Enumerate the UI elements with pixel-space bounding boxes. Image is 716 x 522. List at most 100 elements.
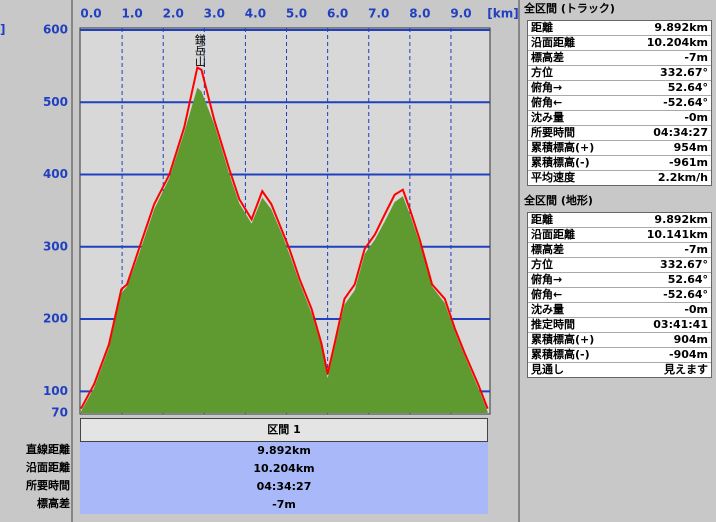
row-label: 距離 xyxy=(531,21,553,34)
table-row: 推定時間 03:41:41 xyxy=(528,318,711,333)
section-labels: 直線距離沿面距離所要時間標高差 xyxy=(0,441,70,513)
table-row: 累積標高(+) 954m xyxy=(528,141,711,156)
row-label: 俯角→ xyxy=(531,273,563,286)
table-row: 距離 9.892km xyxy=(528,213,711,228)
row-label: 推定時間 xyxy=(531,318,575,331)
y-tick-label: 500 xyxy=(43,95,68,109)
row-label: 所要時間 xyxy=(531,126,575,139)
terrain-area xyxy=(81,87,488,414)
table-row: 見通し 見えます xyxy=(528,363,711,377)
terrain-table: 距離 9.892km 沿面距離 10.141km 標高差 -7m 方位 332.67° 俯角→ 5… xyxy=(527,212,712,378)
row-label: 累積標高(+) xyxy=(531,141,595,154)
row-label: 沿面距離 xyxy=(531,228,575,241)
section-label: 直線距離 xyxy=(26,443,70,456)
track-title: 全区間 (トラック) xyxy=(524,2,615,15)
row-value: 332.67° xyxy=(660,66,708,79)
row-label: 累積標高(-) xyxy=(531,348,590,361)
x-tick-label: 5.0 xyxy=(286,7,307,21)
table-row: 沿面距離 10.204km xyxy=(528,36,711,51)
row-label: 平均速度 xyxy=(531,171,575,184)
row-label: 俯角← xyxy=(531,96,563,109)
y-tick-label: 200 xyxy=(43,312,68,326)
row-value: 52.64° xyxy=(667,81,708,94)
row-value: 04:34:27 xyxy=(653,126,708,139)
row-label: 見通し xyxy=(531,363,564,376)
row-value: -7m xyxy=(684,243,708,256)
row-value: 9.892km xyxy=(654,21,708,34)
table-row: 俯角→ 52.64° xyxy=(528,273,711,288)
table-row: 所要時間 04:34:27 xyxy=(528,126,711,141)
section-label: 所要時間 xyxy=(26,479,70,492)
row-value: 10.141km xyxy=(646,228,708,241)
section-panel: 区間 1 9.892km 10.204km 04:34:27 -7m xyxy=(80,418,488,514)
section-title: 区間 1 xyxy=(80,418,488,442)
x-tick-label: 6.0 xyxy=(327,7,348,21)
table-row: 沈み量 -0m xyxy=(528,111,711,126)
x-tick-label: 8.0 xyxy=(409,7,430,21)
row-label: 沿面距離 xyxy=(531,36,575,49)
peak-label: 鎌岳山 xyxy=(193,33,206,67)
table-row: 距離 9.892km xyxy=(528,21,711,36)
row-label: 沈み量 xyxy=(531,111,564,124)
row-label: 累積標高(-) xyxy=(531,156,590,169)
section-label: 沿面距離 xyxy=(26,461,70,474)
row-value: -0m xyxy=(684,111,708,124)
x-tick-label: 7.0 xyxy=(368,7,389,21)
track-table: 距離 9.892km 沿面距離 10.204km 標高差 -7m 方位 332.67° 俯角→ 5… xyxy=(527,20,712,186)
row-value: -961m xyxy=(669,156,708,169)
table-row: 沿面距離 10.141km xyxy=(528,228,711,243)
row-value: -52.64° xyxy=(663,96,708,109)
table-row: 平均速度 2.2km/h xyxy=(528,171,711,185)
row-value: 904m xyxy=(673,333,708,346)
row-value: 2.2km/h xyxy=(657,171,708,184)
row-value: 954m xyxy=(673,141,708,154)
row-value: 52.64° xyxy=(667,273,708,286)
y-tick-label: 400 xyxy=(43,167,68,181)
table-row: 累積標高(-) -961m xyxy=(528,156,711,171)
section-label: 標高差 xyxy=(37,497,70,510)
row-label: 沈み量 xyxy=(531,303,564,316)
y-unit: ] xyxy=(0,23,5,37)
row-value: -52.64° xyxy=(663,288,708,301)
table-row: 俯角→ 52.64° xyxy=(528,81,711,96)
table-row: 標高差 -7m xyxy=(528,51,711,66)
section-value: -7m xyxy=(272,498,296,511)
row-value: 9.892km xyxy=(654,213,708,226)
track-line xyxy=(80,66,489,410)
row-label: 距離 xyxy=(531,213,553,226)
row-label: 標高差 xyxy=(531,51,564,64)
row-value: -904m xyxy=(669,348,708,361)
row-value: -0m xyxy=(684,303,708,316)
y-tick-label: 600 xyxy=(43,23,68,37)
row-value: 10.204km xyxy=(646,36,708,49)
row-label: 俯角→ xyxy=(531,81,563,94)
x-tick-label: 4.0 xyxy=(245,7,266,21)
section-value: 10.204km xyxy=(253,462,315,475)
x-tick-label: 0.0 xyxy=(80,7,101,21)
y-tick-label: 100 xyxy=(43,384,68,398)
row-label: 方位 xyxy=(531,258,553,271)
row-value: 332.67° xyxy=(660,258,708,271)
table-row: 累積標高(+) 904m xyxy=(528,333,711,348)
table-row: 累積標高(-) -904m xyxy=(528,348,711,363)
x-tick-label: 1.0 xyxy=(121,7,142,21)
x-axis-label: [km] xyxy=(487,7,518,21)
row-label: 累積標高(+) xyxy=(531,333,595,346)
table-row: 方位 332.67° xyxy=(528,258,711,273)
terrain-title: 全区間 (地形) xyxy=(524,194,593,207)
table-row: 沈み量 -0m xyxy=(528,303,711,318)
table-row: 俯角← -52.64° xyxy=(528,96,711,111)
table-row: 標高差 -7m xyxy=(528,243,711,258)
y-tick-label: 300 xyxy=(43,239,68,253)
row-label: 方位 xyxy=(531,66,553,79)
table-row: 俯角← -52.64° xyxy=(528,288,711,303)
row-label: 標高差 xyxy=(531,243,564,256)
row-label: 俯角← xyxy=(531,288,563,301)
row-value: -7m xyxy=(684,51,708,64)
x-tick-label: 9.0 xyxy=(450,7,471,21)
section-values: 9.892km 10.204km 04:34:27 -7m xyxy=(80,442,488,514)
row-value: 03:41:41 xyxy=(653,318,708,331)
section-value: 04:34:27 xyxy=(256,480,312,493)
